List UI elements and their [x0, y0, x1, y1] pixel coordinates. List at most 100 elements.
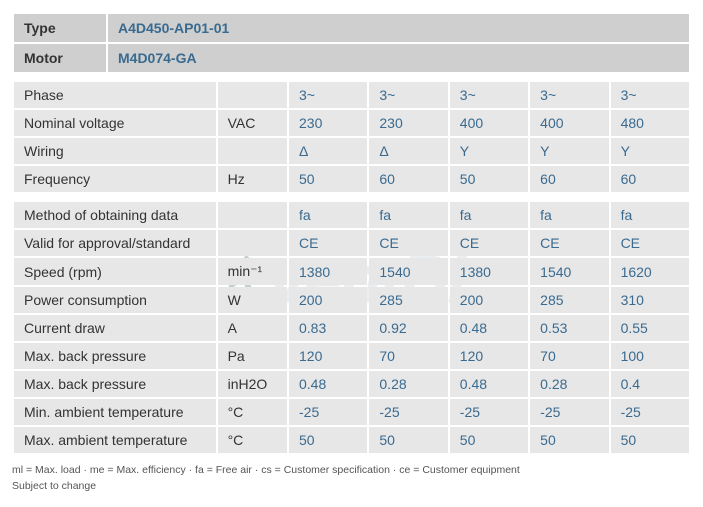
value-cell: -25: [611, 399, 689, 425]
param-cell: Max. back pressure: [14, 343, 216, 369]
param-cell: Valid for approval/standard: [14, 230, 216, 256]
table-row: FrequencyHz5060506060: [14, 166, 689, 192]
value-cell: 0.28: [369, 371, 447, 397]
value-cell: 60: [611, 166, 689, 192]
param-cell: Min. ambient temperature: [14, 399, 216, 425]
param-cell: Phase: [14, 82, 216, 108]
table-row: Phase3~3~3~3~3~: [14, 82, 689, 108]
value-cell: 310: [611, 287, 689, 313]
param-cell: Current draw: [14, 315, 216, 341]
footer-line1: ml = Max. load · me = Max. efficiency · …: [12, 463, 691, 479]
header-label: Type: [14, 14, 106, 42]
table-row: Max. ambient temperature°C5050505050: [14, 427, 689, 453]
value-cell: fa: [289, 202, 367, 228]
header-label: Motor: [14, 44, 106, 72]
table-row: Nominal voltageVAC230230400400480: [14, 110, 689, 136]
value-cell: 200: [289, 287, 367, 313]
unit-cell: inH2O: [218, 371, 287, 397]
value-cell: 0.92: [369, 315, 447, 341]
param-cell: Method of obtaining data: [14, 202, 216, 228]
electrical-table: Phase3~3~3~3~3~Nominal voltageVAC2302304…: [12, 80, 691, 194]
value-cell: 120: [450, 343, 528, 369]
value-cell: 3~: [530, 82, 608, 108]
value-cell: 200: [450, 287, 528, 313]
table-row: Max. back pressureinH2O0.480.280.480.280…: [14, 371, 689, 397]
value-cell: fa: [530, 202, 608, 228]
value-cell: -25: [450, 399, 528, 425]
footer-line2: Subject to change: [12, 479, 691, 495]
unit-cell: °C: [218, 399, 287, 425]
value-cell: 50: [611, 427, 689, 453]
value-cell: 230: [369, 110, 447, 136]
value-cell: CE: [611, 230, 689, 256]
value-cell: 1380: [450, 258, 528, 285]
unit-cell: Hz: [218, 166, 287, 192]
value-cell: 0.83: [289, 315, 367, 341]
value-cell: 50: [530, 427, 608, 453]
value-cell: 3~: [450, 82, 528, 108]
value-cell: 50: [289, 427, 367, 453]
value-cell: -25: [369, 399, 447, 425]
table-row: Max. back pressurePa1207012070100: [14, 343, 689, 369]
unit-cell: A: [218, 315, 287, 341]
value-cell: 1380: [289, 258, 367, 285]
value-cell: 0.48: [450, 315, 528, 341]
value-cell: fa: [369, 202, 447, 228]
value-cell: 400: [530, 110, 608, 136]
value-cell: 60: [369, 166, 447, 192]
value-cell: 1540: [369, 258, 447, 285]
value-cell: 285: [369, 287, 447, 313]
header-value: M4D074-GA: [108, 44, 689, 72]
value-cell: 0.55: [611, 315, 689, 341]
value-cell: 230: [289, 110, 367, 136]
value-cell: 50: [289, 166, 367, 192]
value-cell: 70: [369, 343, 447, 369]
param-cell: Nominal voltage: [14, 110, 216, 136]
value-cell: 100: [611, 343, 689, 369]
value-cell: 50: [369, 427, 447, 453]
value-cell: fa: [611, 202, 689, 228]
value-cell: -25: [289, 399, 367, 425]
table-row: Power consumptionW200285200285310: [14, 287, 689, 313]
performance-table: Method of obtaining datafafafafafaValid …: [12, 200, 691, 455]
header-value: A4D450-AP01-01: [108, 14, 689, 42]
value-cell: 0.28: [530, 371, 608, 397]
unit-cell: [218, 82, 287, 108]
unit-cell: Pa: [218, 343, 287, 369]
unit-cell: [218, 202, 287, 228]
value-cell: 0.48: [450, 371, 528, 397]
value-cell: 3~: [611, 82, 689, 108]
table-row: Current drawA0.830.920.480.530.55: [14, 315, 689, 341]
value-cell: 120: [289, 343, 367, 369]
value-cell: 1540: [530, 258, 608, 285]
value-cell: CE: [530, 230, 608, 256]
value-cell: 3~: [289, 82, 367, 108]
value-cell: Y: [611, 138, 689, 164]
header-row-motor: Motor M4D074-GA: [14, 44, 689, 72]
param-cell: Max. ambient temperature: [14, 427, 216, 453]
value-cell: 285: [530, 287, 608, 313]
param-cell: Speed (rpm): [14, 258, 216, 285]
table-row: Method of obtaining datafafafafafa: [14, 202, 689, 228]
value-cell: 70: [530, 343, 608, 369]
table-row: Min. ambient temperature°C-25-25-25-25-2…: [14, 399, 689, 425]
param-cell: Power consumption: [14, 287, 216, 313]
value-cell: 0.53: [530, 315, 608, 341]
unit-cell: min⁻¹: [218, 258, 287, 285]
header-row-type: Type A4D450-AP01-01: [14, 14, 689, 42]
table-row: Speed (rpm)min⁻¹13801540138015401620: [14, 258, 689, 285]
value-cell: 60: [530, 166, 608, 192]
unit-cell: W: [218, 287, 287, 313]
header-table: Type A4D450-AP01-01 Motor M4D074-GA: [12, 12, 691, 74]
value-cell: fa: [450, 202, 528, 228]
value-cell: Y: [450, 138, 528, 164]
value-cell: Y: [530, 138, 608, 164]
value-cell: 1620: [611, 258, 689, 285]
unit-cell: VAC: [218, 110, 287, 136]
value-cell: CE: [289, 230, 367, 256]
value-cell: Δ: [369, 138, 447, 164]
param-cell: Wiring: [14, 138, 216, 164]
value-cell: 400: [450, 110, 528, 136]
table-row: WiringΔΔYYY: [14, 138, 689, 164]
param-cell: Max. back pressure: [14, 371, 216, 397]
